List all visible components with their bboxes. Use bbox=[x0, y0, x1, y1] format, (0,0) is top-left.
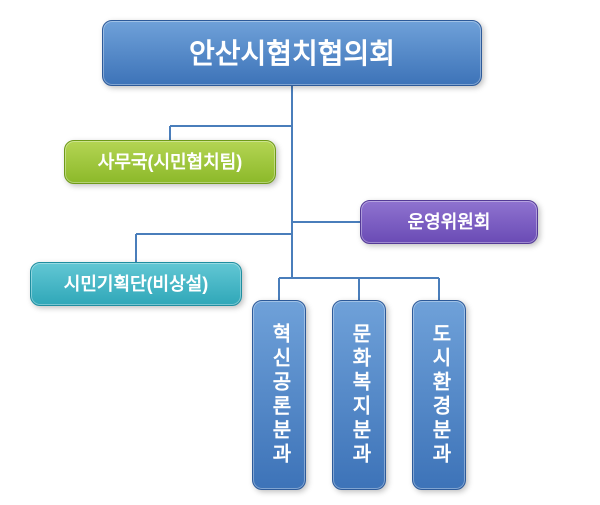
node-root-label: 안산시협치협의회 bbox=[189, 36, 395, 71]
node-root: 안산시협치협의회 bbox=[102, 20, 482, 86]
node-steering-committee: 운영위원회 bbox=[360, 200, 538, 244]
node-steering-label: 운영위원회 bbox=[408, 211, 491, 234]
node-sub-label: 혁신공론분과 bbox=[267, 323, 292, 467]
node-secretariat: 사무국(시민협치팀) bbox=[64, 140, 276, 184]
node-subcommittee-culture-welfare: 문화복지분과 bbox=[332, 300, 386, 490]
node-subcommittee-innovation: 혁신공론분과 bbox=[252, 300, 306, 490]
node-citizen-label: 시민기획단(비상설) bbox=[64, 273, 208, 296]
node-secretariat-label: 사무국(시민협치팀) bbox=[98, 151, 242, 174]
node-subcommittee-urban-env: 도시환경분과 bbox=[412, 300, 466, 490]
node-citizen-planning: 시민기획단(비상설) bbox=[30, 262, 242, 306]
node-sub-label: 도시환경분과 bbox=[427, 323, 452, 467]
node-sub-label: 문화복지분과 bbox=[347, 323, 372, 467]
